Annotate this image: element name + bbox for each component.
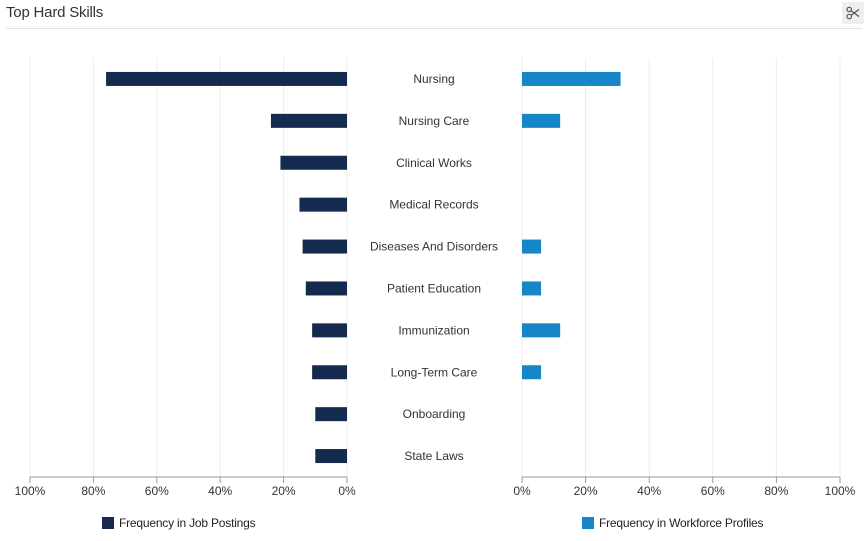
bar-job-postings <box>106 71 347 86</box>
skills-butterfly-chart: 100% 80% 60% 40% 20% 0% 0% 20% 40% 60% 80% 100% Nurs… <box>15 58 856 498</box>
bar-workforce-profiles <box>522 365 542 380</box>
bar-job-postings <box>302 239 347 254</box>
category-label: Nursing Care <box>399 114 470 128</box>
bar-workforce-profiles <box>522 113 561 128</box>
chart-title: Top Hard Skills <box>6 4 104 21</box>
export-button[interactable] <box>842 2 864 24</box>
right-tick-label: 60% <box>701 484 725 498</box>
category-label: Long-Term Care <box>391 365 478 379</box>
legend-label-workforce-profiles: Frequency in Workforce Profiles <box>599 516 764 530</box>
category-label: Onboarding <box>403 407 466 421</box>
scissors-icon <box>846 6 860 20</box>
bar-workforce-profiles <box>522 281 542 296</box>
left-tick-label: 100% <box>15 484 46 498</box>
right-tick-label: 0% <box>513 484 531 498</box>
bar-job-postings <box>299 197 347 212</box>
legend-swatch-workforce-profiles <box>582 517 594 529</box>
category-label: Clinical Works <box>396 156 472 170</box>
right-tick-label: 80% <box>764 484 788 498</box>
category-label: Nursing <box>413 72 454 86</box>
category-label: Medical Records <box>389 198 478 212</box>
bar-job-postings <box>315 407 347 422</box>
legend-job-postings[interactable]: Frequency in Job Postings <box>102 516 256 530</box>
left-tick-label: 20% <box>272 484 296 498</box>
left-tick-label: 40% <box>208 484 232 498</box>
bar-workforce-profiles <box>522 239 542 254</box>
bar-job-postings <box>315 449 347 464</box>
category-label: Immunization <box>398 323 469 337</box>
category-label: Diseases And Disorders <box>370 240 498 254</box>
bar-workforce-profiles <box>522 71 621 86</box>
right-tick-label: 100% <box>825 484 856 498</box>
left-tick-label: 0% <box>338 484 356 498</box>
bar-job-postings <box>305 281 347 296</box>
bar-job-postings <box>312 365 347 380</box>
bar-job-postings <box>312 323 347 338</box>
title-divider <box>6 28 862 29</box>
bar-job-postings <box>270 113 347 128</box>
category-label: Patient Education <box>387 281 481 295</box>
left-tick-label: 60% <box>145 484 169 498</box>
right-tick-label: 40% <box>637 484 661 498</box>
legend-label-job-postings: Frequency in Job Postings <box>119 516 256 530</box>
right-tick-label: 20% <box>574 484 598 498</box>
bar-workforce-profiles <box>522 323 561 338</box>
legend-swatch-job-postings <box>102 517 114 529</box>
legend-workforce-profiles[interactable]: Frequency in Workforce Profiles <box>582 516 764 530</box>
left-tick-label: 80% <box>81 484 105 498</box>
category-label: State Laws <box>404 449 463 463</box>
bar-job-postings <box>280 155 347 170</box>
